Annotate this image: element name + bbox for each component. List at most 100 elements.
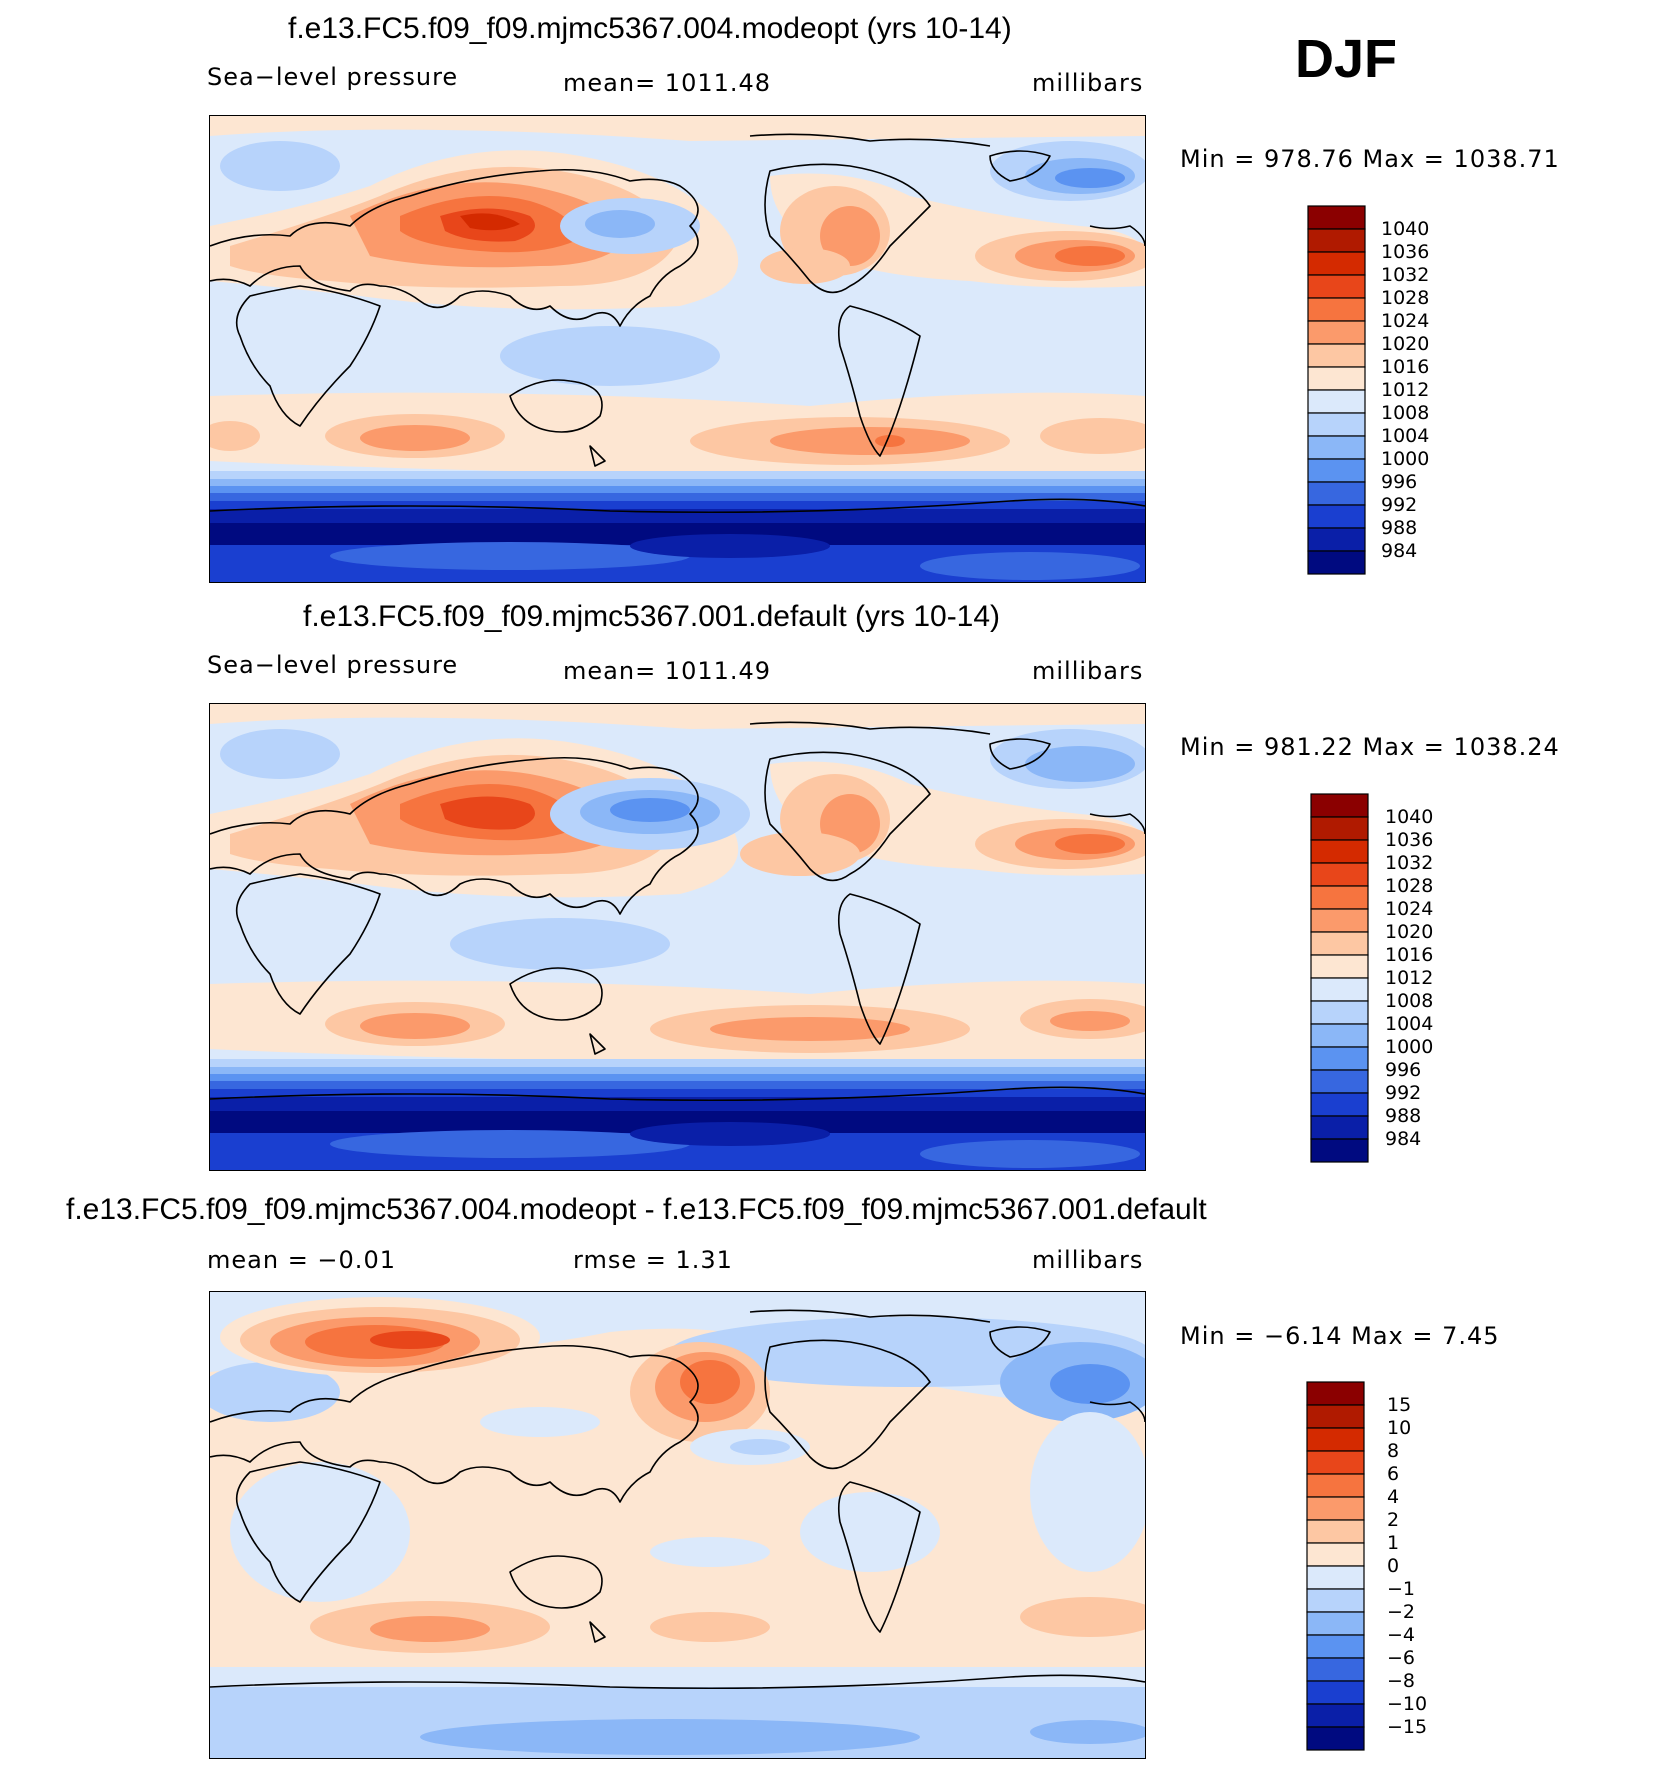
colorbar-swatch bbox=[1307, 412, 1366, 437]
colorbar-tick-label: 8 bbox=[1387, 1440, 1400, 1462]
colorbar-swatch bbox=[1307, 550, 1366, 575]
panel-3-field-plot bbox=[210, 1292, 1145, 1758]
panel-1-mean-label: mean= 1011.48 bbox=[563, 69, 772, 97]
colorbar-tick-label: 1036 bbox=[1385, 829, 1434, 851]
colorbar-swatch bbox=[1310, 839, 1369, 864]
colorbar-swatch bbox=[1306, 1588, 1365, 1613]
panel-3-minmax-stats: Min = −6.14 Max = 7.45 bbox=[1180, 1322, 1500, 1350]
colorbar-swatch bbox=[1307, 366, 1366, 391]
panel-2-mean-label: mean= 1011.49 bbox=[563, 657, 772, 685]
panel-3-title: f.e13.FC5.f09_f09.mjmc5367.004.modeopt -… bbox=[66, 1193, 1207, 1226]
colorbar-swatch bbox=[1310, 862, 1369, 887]
colorbar-tick-label: 984 bbox=[1385, 1128, 1422, 1150]
season-label: DJF bbox=[1295, 29, 1398, 89]
colorbar-tick-label: 2 bbox=[1387, 1509, 1400, 1531]
colorbar-tick-label: 1020 bbox=[1385, 921, 1434, 943]
colorbar-swatch bbox=[1307, 435, 1366, 460]
colorbar-tick-label: 1000 bbox=[1381, 448, 1430, 470]
panel-1-minmax-stats: Min = 978.76 Max = 1038.71 bbox=[1180, 145, 1560, 173]
colorbar-tick-label: 1008 bbox=[1385, 990, 1434, 1012]
colorbar-tick-label: −4 bbox=[1387, 1624, 1416, 1646]
colorbar-swatch bbox=[1306, 1634, 1365, 1659]
panel-3-mean-label: mean = −0.01 bbox=[207, 1246, 396, 1274]
colorbar-tick-label: 1028 bbox=[1381, 287, 1430, 309]
colorbar-tick-label: 1012 bbox=[1381, 379, 1430, 401]
colorbar-swatch bbox=[1306, 1680, 1365, 1705]
colorbar-swatch bbox=[1307, 205, 1366, 230]
panel-3-colorbar-swatches bbox=[1306, 1381, 1365, 1751]
colorbar-tick-label: 1032 bbox=[1381, 264, 1430, 286]
panel-2-map bbox=[209, 703, 1146, 1171]
colorbar-swatch bbox=[1306, 1519, 1365, 1544]
colorbar-swatch bbox=[1306, 1657, 1365, 1682]
panel-2-colorbar bbox=[1310, 793, 1370, 1168]
panel-1-title: f.e13.FC5.f09_f09.mjmc5367.004.modeopt (… bbox=[288, 12, 1012, 45]
colorbar-tick-label: 0 bbox=[1387, 1555, 1400, 1577]
panel-3-units-label: millibars bbox=[1032, 1246, 1144, 1274]
colorbar-tick-label: 988 bbox=[1385, 1105, 1422, 1127]
colorbar-swatch bbox=[1306, 1611, 1365, 1636]
colorbar-tick-label: 10 bbox=[1387, 1417, 1412, 1439]
colorbar-swatch bbox=[1307, 481, 1366, 506]
colorbar-swatch bbox=[1310, 1138, 1369, 1163]
colorbar-swatch bbox=[1310, 1046, 1369, 1071]
colorbar-swatch bbox=[1307, 458, 1366, 483]
colorbar-tick-label: 6 bbox=[1387, 1463, 1400, 1485]
colorbar-swatch bbox=[1306, 1404, 1365, 1429]
colorbar-tick-label: 1016 bbox=[1381, 356, 1430, 378]
colorbar-tick-label: 15 bbox=[1387, 1394, 1412, 1416]
colorbar-tick-label: 1004 bbox=[1381, 425, 1430, 447]
colorbar-tick-label: 988 bbox=[1381, 517, 1418, 539]
colorbar-swatch bbox=[1307, 228, 1366, 253]
colorbar-tick-label: 996 bbox=[1385, 1059, 1422, 1081]
colorbar-swatch bbox=[1310, 977, 1369, 1002]
colorbar-swatch bbox=[1310, 1092, 1369, 1117]
colorbar-tick-label: 1032 bbox=[1385, 852, 1434, 874]
colorbar-tick-label: 984 bbox=[1381, 540, 1418, 562]
colorbar-swatch bbox=[1310, 1115, 1369, 1140]
colorbar-swatch bbox=[1307, 297, 1366, 322]
panel-1-field-plot bbox=[210, 116, 1145, 582]
colorbar-swatch bbox=[1310, 908, 1369, 933]
colorbar-swatch bbox=[1306, 1473, 1365, 1498]
colorbar-swatch bbox=[1307, 389, 1366, 414]
panel-3-map bbox=[209, 1291, 1146, 1759]
colorbar-swatch bbox=[1310, 931, 1369, 956]
panel-2-minmax-stats: Min = 981.22 Max = 1038.24 bbox=[1180, 733, 1560, 761]
panel-1-colorbar bbox=[1307, 205, 1367, 580]
panel-1-units-label: millibars bbox=[1032, 69, 1144, 97]
colorbar-swatch bbox=[1310, 954, 1369, 979]
colorbar-tick-label: 1040 bbox=[1381, 218, 1430, 240]
colorbar-tick-label: 1024 bbox=[1385, 898, 1434, 920]
colorbar-swatch bbox=[1307, 527, 1366, 552]
colorbar-swatch bbox=[1310, 1069, 1369, 1094]
colorbar-tick-label: 992 bbox=[1385, 1082, 1422, 1104]
colorbar-swatch bbox=[1310, 816, 1369, 841]
colorbar-swatch bbox=[1306, 1496, 1365, 1521]
colorbar-tick-label: −2 bbox=[1387, 1601, 1416, 1623]
colorbar-tick-label: 992 bbox=[1381, 494, 1418, 516]
colorbar-tick-label: 996 bbox=[1381, 471, 1418, 493]
colorbar-swatch bbox=[1307, 274, 1366, 299]
colorbar-swatch bbox=[1307, 504, 1366, 529]
colorbar-tick-label: −10 bbox=[1387, 1693, 1428, 1715]
colorbar-swatch bbox=[1306, 1381, 1365, 1406]
colorbar-swatch bbox=[1307, 343, 1366, 368]
panel-1-colorbar-swatches bbox=[1307, 205, 1366, 575]
colorbar-tick-label: −8 bbox=[1387, 1670, 1416, 1692]
colorbar-swatch bbox=[1310, 885, 1369, 910]
panel-3-colorbar bbox=[1306, 1381, 1366, 1756]
colorbar-swatch bbox=[1306, 1542, 1365, 1567]
colorbar-tick-label: 1040 bbox=[1385, 806, 1434, 828]
colorbar-tick-label: 1016 bbox=[1385, 944, 1434, 966]
colorbar-tick-label: 1036 bbox=[1381, 241, 1430, 263]
panel-2-units-label: millibars bbox=[1032, 657, 1144, 685]
panel-2-field-plot bbox=[210, 704, 1145, 1170]
colorbar-swatch bbox=[1306, 1450, 1365, 1475]
colorbar-tick-label: 1008 bbox=[1381, 402, 1430, 424]
colorbar-tick-label: −1 bbox=[1387, 1578, 1416, 1600]
colorbar-tick-label: −15 bbox=[1387, 1716, 1428, 1738]
colorbar-tick-label: 4 bbox=[1387, 1486, 1400, 1508]
colorbar-tick-label: 1004 bbox=[1385, 1013, 1434, 1035]
colorbar-swatch bbox=[1310, 1023, 1369, 1048]
